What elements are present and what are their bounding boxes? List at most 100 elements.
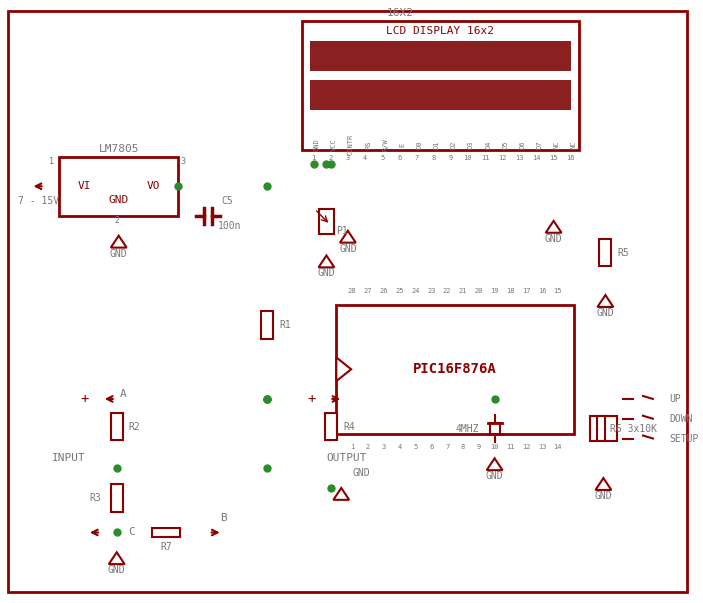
Text: R1: R1 [279,320,291,330]
Text: GND: GND [318,268,335,279]
Text: 2: 2 [366,444,370,450]
Text: R4: R4 [343,421,355,432]
Bar [261,311,273,339]
Bar [309,80,571,110]
Text: 22: 22 [443,288,451,294]
Text: 3: 3 [180,157,185,166]
Text: 21: 21 [458,288,467,294]
Text: 9: 9 [449,154,453,160]
Text: 4: 4 [397,444,401,450]
Text: 16: 16 [567,154,575,160]
Text: D6: D6 [520,140,525,149]
Text: GND: GND [108,195,129,205]
Text: 15: 15 [554,288,562,294]
Text: P1: P1 [337,226,348,236]
Text: +: + [80,392,89,406]
Text: 1: 1 [49,157,54,166]
Text: 4MHZ: 4MHZ [455,424,479,434]
Text: 8: 8 [432,154,436,160]
Text: 11: 11 [481,154,489,160]
Bar [318,209,335,234]
Polygon shape [336,358,352,381]
Text: D5: D5 [502,140,508,149]
Text: 4: 4 [363,154,367,160]
Text: +: + [307,392,316,406]
Text: D1: D1 [434,140,439,149]
Text: LCD DISPLAY 16x2: LCD DISPLAY 16x2 [386,26,494,36]
Text: 1: 1 [350,444,354,450]
Text: GND: GND [486,471,503,481]
Text: D2: D2 [451,140,457,149]
Text: GND: GND [108,565,126,575]
Text: 5: 5 [413,444,418,450]
Text: 28: 28 [348,288,356,294]
Polygon shape [318,256,335,267]
Text: 11: 11 [506,444,515,450]
Text: 12: 12 [522,444,531,450]
Text: PIC16F876A: PIC16F876A [413,362,497,376]
Text: R6 3x10K: R6 3x10K [610,424,657,434]
Bar [336,305,574,434]
Text: NC: NC [571,140,576,149]
Text: R3: R3 [89,493,101,503]
Text: D3: D3 [468,140,474,149]
Text: 26: 26 [380,288,388,294]
Bar [153,528,180,537]
Bar [600,239,612,267]
Bar [325,413,337,440]
Text: 14: 14 [554,444,562,450]
Text: GND: GND [314,138,320,151]
Text: 16: 16 [538,288,546,294]
Text: GND: GND [352,468,370,478]
Text: R2: R2 [129,421,141,432]
Bar [309,41,571,71]
Text: 7: 7 [414,154,418,160]
Text: 6: 6 [397,154,401,160]
Text: GND: GND [597,308,614,318]
Bar [490,423,500,434]
Text: UP: UP [670,394,681,404]
Bar [111,484,122,512]
Text: 23: 23 [427,288,436,294]
Text: 24: 24 [411,288,420,294]
Text: E: E [399,142,406,147]
Text: LM7805: LM7805 [98,144,139,154]
Text: D4: D4 [485,140,491,149]
Polygon shape [340,231,356,242]
Text: D7: D7 [536,140,543,149]
Text: GND: GND [339,244,356,254]
Text: 100n: 100n [218,221,241,231]
Text: VO: VO [146,182,160,191]
Text: 10: 10 [464,154,472,160]
Bar [598,416,610,441]
Text: 13: 13 [515,154,524,160]
Bar [590,416,602,441]
Text: 9: 9 [477,444,481,450]
Bar [111,413,122,440]
Bar [302,21,579,150]
Text: 20: 20 [475,288,483,294]
Polygon shape [546,221,562,233]
Text: VI: VI [77,182,91,191]
Polygon shape [598,295,613,307]
Text: 12: 12 [498,154,506,160]
Text: 7: 7 [445,444,449,450]
Text: 2: 2 [114,216,120,226]
Text: 15: 15 [549,154,558,160]
Text: 8: 8 [461,444,465,450]
Text: 3: 3 [382,444,386,450]
Text: 2: 2 [328,154,333,160]
Text: GND: GND [110,248,127,259]
Text: INPUT: INPUT [52,453,86,463]
Text: A: A [120,389,127,399]
Text: DOWN: DOWN [670,414,693,424]
Text: D0: D0 [416,140,423,149]
Polygon shape [595,478,612,490]
Text: 10: 10 [491,444,499,450]
Text: RS: RS [365,140,371,149]
Text: 18: 18 [506,288,515,294]
Bar [59,157,178,216]
Text: 1: 1 [311,154,316,160]
Polygon shape [486,458,503,470]
Text: OUTPUT: OUTPUT [326,453,366,463]
